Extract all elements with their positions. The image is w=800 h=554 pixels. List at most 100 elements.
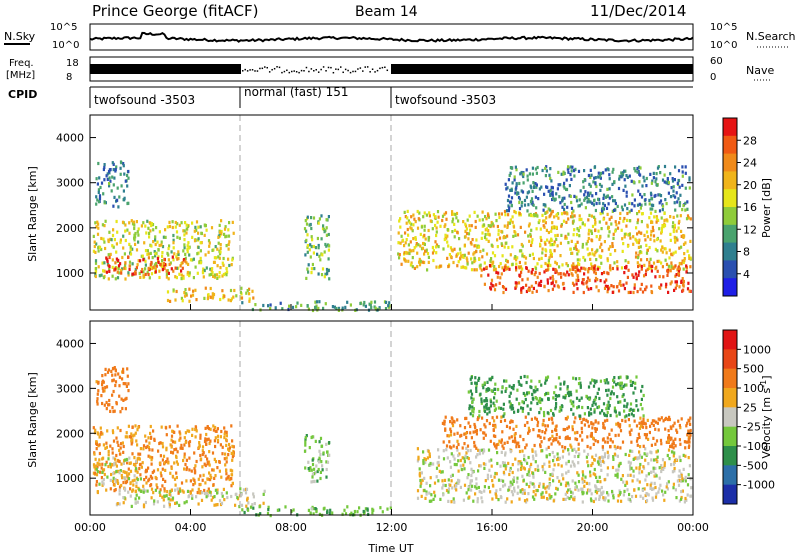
heatmap-cell bbox=[562, 172, 565, 176]
heatmap-cell bbox=[410, 261, 413, 265]
heatmap-cell bbox=[489, 400, 492, 404]
heatmap-cell bbox=[521, 278, 524, 282]
heatmap-cell bbox=[526, 391, 529, 395]
colorbar-cell bbox=[723, 278, 737, 297]
heatmap-cell bbox=[168, 425, 171, 429]
heatmap-cell bbox=[580, 202, 583, 206]
heatmap-cell bbox=[648, 430, 651, 435]
heatmap-cell bbox=[530, 186, 533, 190]
heatmap-cell bbox=[538, 434, 541, 438]
heatmap-cell bbox=[112, 228, 115, 232]
heatmap-cell bbox=[569, 194, 572, 198]
heatmap-cell bbox=[468, 495, 471, 499]
heatmap-cell bbox=[629, 467, 632, 471]
heatmap-cell bbox=[222, 272, 225, 277]
heatmap-cell bbox=[328, 453, 331, 457]
heatmap-cell bbox=[248, 287, 251, 291]
heatmap-cell bbox=[570, 264, 574, 268]
heatmap-cell bbox=[607, 388, 610, 392]
heatmap-cell bbox=[658, 259, 661, 263]
heatmap-cell bbox=[640, 258, 643, 262]
heatmap-cell bbox=[516, 233, 520, 237]
heatmap-cell bbox=[193, 470, 196, 474]
colorbar-tick-label: -25 bbox=[743, 421, 761, 434]
heatmap-cell bbox=[598, 396, 601, 401]
heatmap-cell bbox=[674, 274, 677, 278]
heatmap-cell bbox=[552, 196, 555, 200]
heatmap-cell bbox=[466, 258, 469, 262]
heatmap-cell bbox=[674, 250, 677, 254]
heatmap-cell bbox=[447, 490, 450, 494]
heatmap-cell bbox=[110, 238, 113, 242]
heatmap-cell bbox=[136, 443, 139, 447]
heatmap-cell bbox=[687, 281, 690, 285]
heatmap-cell bbox=[547, 486, 550, 490]
heatmap-cell bbox=[679, 475, 682, 479]
nsky-panel: N.Sky 10^5 10^0 10^5 10^0 N.Search bbox=[4, 22, 796, 51]
heatmap-cell bbox=[643, 193, 646, 197]
heatmap-cell bbox=[97, 222, 100, 226]
heatmap-cell bbox=[456, 439, 459, 443]
heatmap-cell bbox=[103, 240, 106, 244]
heatmap-cell bbox=[100, 476, 103, 480]
heatmap-cell bbox=[540, 440, 543, 444]
cpid-label: CPID bbox=[8, 88, 37, 101]
heatmap-cell bbox=[95, 480, 98, 484]
heatmap-cell bbox=[555, 262, 558, 266]
heatmap-cell bbox=[583, 193, 586, 197]
heatmap-cell bbox=[316, 479, 319, 483]
heatmap-cell bbox=[429, 461, 432, 466]
heatmap-cell bbox=[196, 491, 199, 495]
heatmap-cell bbox=[566, 426, 569, 430]
heatmap-cell bbox=[497, 478, 501, 482]
heatmap-cell bbox=[94, 221, 97, 225]
heatmap-cell bbox=[174, 298, 177, 302]
heatmap-cell bbox=[211, 495, 215, 500]
heatmap-cell bbox=[447, 487, 451, 491]
heatmap-cell bbox=[623, 415, 627, 419]
heatmap-cell bbox=[537, 468, 540, 472]
heatmap-cell bbox=[312, 507, 315, 511]
heatmap-cell bbox=[233, 288, 236, 293]
heatmap-cell bbox=[520, 383, 523, 387]
heatmap-cell bbox=[688, 176, 691, 180]
heatmap-cell bbox=[466, 444, 470, 448]
heatmap-cell bbox=[528, 222, 531, 226]
heatmap-cell bbox=[600, 468, 603, 472]
heatmap-cell bbox=[556, 394, 559, 398]
heatmap-cell bbox=[602, 497, 605, 502]
heatmap-cell bbox=[606, 393, 609, 397]
heatmap-cell bbox=[684, 454, 687, 458]
heatmap-cell bbox=[633, 283, 636, 287]
freq-dot bbox=[244, 68, 246, 71]
heatmap-cell bbox=[116, 426, 119, 430]
heatmap-cell bbox=[213, 275, 216, 279]
heatmap-cell bbox=[669, 195, 673, 199]
heatmap-cell bbox=[508, 400, 511, 404]
heatmap-cell bbox=[135, 493, 138, 497]
heatmap-cell bbox=[578, 258, 581, 262]
heatmap-cell bbox=[139, 275, 142, 279]
heatmap-cell bbox=[186, 272, 189, 276]
heatmap-cell bbox=[559, 272, 562, 276]
heatmap-cell bbox=[680, 473, 683, 477]
heatmap-cell bbox=[575, 247, 578, 252]
heatmap-cell bbox=[502, 290, 505, 295]
heatmap-cell bbox=[598, 456, 601, 460]
heatmap-cell bbox=[649, 483, 652, 487]
heatmap-cell bbox=[514, 457, 517, 461]
heatmap-cell bbox=[133, 456, 136, 460]
freq-dot bbox=[371, 68, 374, 70]
x-tick-label: 16:00 bbox=[476, 521, 508, 534]
heatmap-cell bbox=[654, 275, 657, 279]
heatmap-cell bbox=[602, 193, 606, 197]
heatmap-cell bbox=[188, 456, 191, 460]
heatmap-cell bbox=[105, 407, 108, 411]
heatmap-cell bbox=[594, 222, 597, 226]
heatmap-cell bbox=[326, 510, 329, 514]
heatmap-cell bbox=[152, 469, 156, 473]
heatmap-cell bbox=[524, 415, 527, 419]
heatmap-cell bbox=[586, 406, 589, 410]
freq-dot bbox=[352, 70, 354, 73]
heatmap-cell bbox=[154, 235, 157, 239]
